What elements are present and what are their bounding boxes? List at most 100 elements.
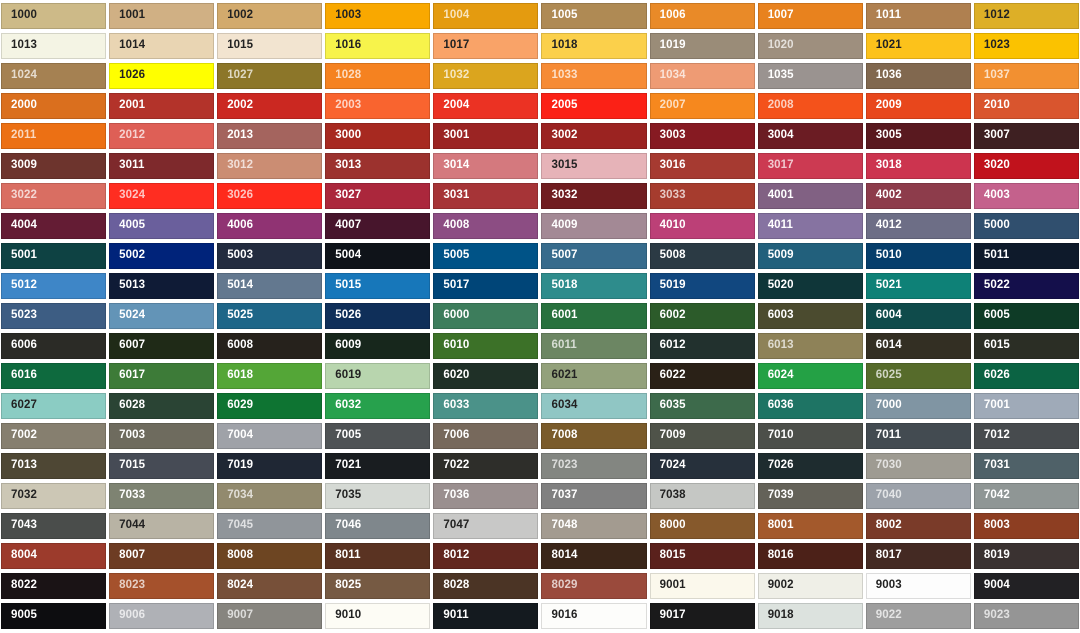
ral-swatch-6018[interactable]: 6018 bbox=[217, 363, 323, 389]
ral-swatch-9023[interactable]: 9023 bbox=[973, 603, 1079, 629]
ral-swatch-7046[interactable]: 7046 bbox=[325, 513, 431, 539]
ral-swatch-2005[interactable]: 2005 bbox=[541, 93, 647, 119]
ral-swatch-6036[interactable]: 6036 bbox=[757, 393, 863, 419]
ral-swatch-6012[interactable]: 6012 bbox=[649, 333, 755, 359]
ral-swatch-3022[interactable]: 3022 bbox=[1, 183, 107, 209]
ral-swatch-6032[interactable]: 6032 bbox=[325, 393, 431, 419]
ral-swatch-7022[interactable]: 7022 bbox=[433, 453, 539, 479]
ral-swatch-3013[interactable]: 3013 bbox=[325, 153, 431, 179]
ral-swatch-5025[interactable]: 5025 bbox=[217, 303, 323, 329]
ral-swatch-3004[interactable]: 3004 bbox=[757, 123, 863, 149]
ral-swatch-6017[interactable]: 6017 bbox=[109, 363, 215, 389]
ral-swatch-7001[interactable]: 7001 bbox=[973, 393, 1079, 419]
ral-swatch-6033[interactable]: 6033 bbox=[433, 393, 539, 419]
ral-swatch-7009[interactable]: 7009 bbox=[649, 423, 755, 449]
ral-swatch-3011[interactable]: 3011 bbox=[109, 153, 215, 179]
ral-swatch-9006[interactable]: 9006 bbox=[109, 603, 215, 629]
ral-swatch-6027[interactable]: 6027 bbox=[1, 393, 107, 419]
ral-swatch-8016[interactable]: 8016 bbox=[757, 543, 863, 569]
ral-swatch-7006[interactable]: 7006 bbox=[433, 423, 539, 449]
ral-swatch-5000[interactable]: 5000 bbox=[973, 213, 1079, 239]
ral-swatch-9004[interactable]: 9004 bbox=[973, 573, 1079, 599]
ral-swatch-9001[interactable]: 9001 bbox=[649, 573, 755, 599]
ral-swatch-1033[interactable]: 1033 bbox=[541, 63, 647, 89]
ral-swatch-7048[interactable]: 7048 bbox=[541, 513, 647, 539]
ral-swatch-7031[interactable]: 7031 bbox=[973, 453, 1079, 479]
ral-swatch-2003[interactable]: 2003 bbox=[325, 93, 431, 119]
ral-swatch-4010[interactable]: 4010 bbox=[649, 213, 755, 239]
ral-swatch-9005[interactable]: 9005 bbox=[1, 603, 107, 629]
ral-swatch-1034[interactable]: 1034 bbox=[649, 63, 755, 89]
ral-swatch-2002[interactable]: 2002 bbox=[217, 93, 323, 119]
ral-swatch-5001[interactable]: 5001 bbox=[1, 243, 107, 269]
ral-swatch-6002[interactable]: 6002 bbox=[649, 303, 755, 329]
ral-swatch-7005[interactable]: 7005 bbox=[325, 423, 431, 449]
ral-swatch-9002[interactable]: 9002 bbox=[757, 573, 863, 599]
ral-swatch-1020[interactable]: 1020 bbox=[757, 33, 863, 59]
ral-swatch-9011[interactable]: 9011 bbox=[433, 603, 539, 629]
ral-swatch-8008[interactable]: 8008 bbox=[217, 543, 323, 569]
ral-swatch-2001[interactable]: 2001 bbox=[109, 93, 215, 119]
ral-swatch-7045[interactable]: 7045 bbox=[217, 513, 323, 539]
ral-swatch-1016[interactable]: 1016 bbox=[325, 33, 431, 59]
ral-swatch-8015[interactable]: 8015 bbox=[649, 543, 755, 569]
ral-swatch-2007[interactable]: 2007 bbox=[649, 93, 755, 119]
ral-swatch-7044[interactable]: 7044 bbox=[109, 513, 215, 539]
ral-swatch-1026[interactable]: 1026 bbox=[109, 63, 215, 89]
ral-swatch-9016[interactable]: 9016 bbox=[541, 603, 647, 629]
ral-swatch-3033[interactable]: 3033 bbox=[649, 183, 755, 209]
ral-swatch-1021[interactable]: 1021 bbox=[865, 33, 971, 59]
ral-swatch-1027[interactable]: 1027 bbox=[217, 63, 323, 89]
ral-swatch-6007[interactable]: 6007 bbox=[109, 333, 215, 359]
ral-swatch-3027[interactable]: 3027 bbox=[325, 183, 431, 209]
ral-swatch-3002[interactable]: 3002 bbox=[541, 123, 647, 149]
ral-swatch-9017[interactable]: 9017 bbox=[649, 603, 755, 629]
ral-swatch-7047[interactable]: 7047 bbox=[433, 513, 539, 539]
ral-swatch-2004[interactable]: 2004 bbox=[433, 93, 539, 119]
ral-swatch-1005[interactable]: 1005 bbox=[541, 3, 647, 29]
ral-swatch-7039[interactable]: 7039 bbox=[757, 483, 863, 509]
ral-swatch-6025[interactable]: 6025 bbox=[865, 363, 971, 389]
ral-swatch-7036[interactable]: 7036 bbox=[433, 483, 539, 509]
ral-swatch-5010[interactable]: 5010 bbox=[865, 243, 971, 269]
ral-swatch-7035[interactable]: 7035 bbox=[325, 483, 431, 509]
ral-swatch-1036[interactable]: 1036 bbox=[865, 63, 971, 89]
ral-swatch-6022[interactable]: 6022 bbox=[649, 363, 755, 389]
ral-swatch-6020[interactable]: 6020 bbox=[433, 363, 539, 389]
ral-swatch-6034[interactable]: 6034 bbox=[541, 393, 647, 419]
ral-swatch-6008[interactable]: 6008 bbox=[217, 333, 323, 359]
ral-swatch-5013[interactable]: 5013 bbox=[109, 273, 215, 299]
ral-swatch-4012[interactable]: 4012 bbox=[865, 213, 971, 239]
ral-swatch-1023[interactable]: 1023 bbox=[973, 33, 1079, 59]
ral-swatch-1004[interactable]: 1004 bbox=[433, 3, 539, 29]
ral-swatch-8007[interactable]: 8007 bbox=[109, 543, 215, 569]
ral-swatch-3012[interactable]: 3012 bbox=[217, 153, 323, 179]
ral-swatch-5009[interactable]: 5009 bbox=[757, 243, 863, 269]
ral-swatch-1012[interactable]: 1012 bbox=[973, 3, 1079, 29]
ral-swatch-5002[interactable]: 5002 bbox=[109, 243, 215, 269]
ral-swatch-6001[interactable]: 6001 bbox=[541, 303, 647, 329]
ral-swatch-7026[interactable]: 7026 bbox=[757, 453, 863, 479]
ral-swatch-8000[interactable]: 8000 bbox=[649, 513, 755, 539]
ral-swatch-6014[interactable]: 6014 bbox=[865, 333, 971, 359]
ral-swatch-5018[interactable]: 5018 bbox=[541, 273, 647, 299]
ral-swatch-3031[interactable]: 3031 bbox=[433, 183, 539, 209]
ral-swatch-6019[interactable]: 6019 bbox=[325, 363, 431, 389]
ral-swatch-4008[interactable]: 4008 bbox=[433, 213, 539, 239]
ral-swatch-9003[interactable]: 9003 bbox=[865, 573, 971, 599]
ral-swatch-7010[interactable]: 7010 bbox=[757, 423, 863, 449]
ral-swatch-6026[interactable]: 6026 bbox=[973, 363, 1079, 389]
ral-swatch-5020[interactable]: 5020 bbox=[757, 273, 863, 299]
ral-swatch-6016[interactable]: 6016 bbox=[1, 363, 107, 389]
ral-swatch-3005[interactable]: 3005 bbox=[865, 123, 971, 149]
ral-swatch-3000[interactable]: 3000 bbox=[325, 123, 431, 149]
ral-swatch-5022[interactable]: 5022 bbox=[973, 273, 1079, 299]
ral-swatch-6005[interactable]: 6005 bbox=[973, 303, 1079, 329]
ral-swatch-8019[interactable]: 8019 bbox=[973, 543, 1079, 569]
ral-swatch-6028[interactable]: 6028 bbox=[109, 393, 215, 419]
ral-swatch-7032[interactable]: 7032 bbox=[1, 483, 107, 509]
ral-swatch-5011[interactable]: 5011 bbox=[973, 243, 1079, 269]
ral-swatch-3001[interactable]: 3001 bbox=[433, 123, 539, 149]
ral-swatch-8011[interactable]: 8011 bbox=[325, 543, 431, 569]
ral-swatch-6021[interactable]: 6021 bbox=[541, 363, 647, 389]
